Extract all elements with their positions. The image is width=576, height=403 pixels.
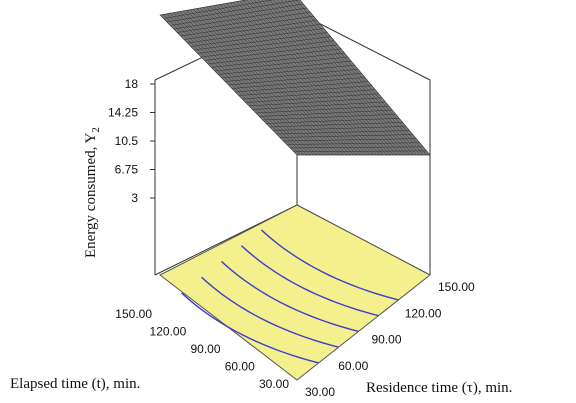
contour-line [181,292,319,364]
contour-line [240,245,379,317]
mesh-line [211,52,345,68]
mesh-line [236,1,374,156]
mesh-line [292,0,424,156]
mesh-line [207,48,341,65]
mesh-line [201,40,335,58]
z-tick-label: 18 [125,77,139,91]
mesh-line [190,28,324,47]
x-tick-label: 90.00 [372,333,402,347]
y-tick-label: 60.00 [225,360,255,374]
y-axis-label: Elapsed time (t), min. [10,376,140,392]
mesh-line [159,0,247,16]
x-axis-label: Residence time (τ), min. [366,380,512,396]
mesh-line [170,3,304,26]
z-axis-label: Energy consumed, Y2 [83,127,102,258]
mesh-line [257,0,394,156]
z-axis-ticks: 18 14.25 10.5 6.75 3 [108,77,155,205]
z-tick-label: 6.75 [115,163,139,177]
mesh-line [177,11,311,33]
surface-mesh [159,0,431,156]
mesh-line [253,0,391,156]
mesh-line [295,0,427,156]
mesh-line [284,0,417,156]
mesh-line [261,0,397,156]
mesh-line [250,0,387,156]
mesh-line [180,15,314,37]
mesh-line [239,0,377,156]
mesh-line [228,73,362,86]
contour-line [221,260,359,333]
mesh-line [194,32,328,51]
mesh-line [214,56,348,72]
contour-lines [181,229,399,364]
mesh-line [232,1,371,156]
mesh-line [265,0,401,156]
mesh-line [218,60,352,75]
mesh-line [197,36,331,54]
mesh-line [269,0,404,156]
z-tick-label: 14.25 [108,106,138,120]
mesh-line [225,69,359,82]
mesh-line [246,0,384,156]
mesh-line [288,0,421,156]
mesh-line [187,24,321,44]
y-tick-label: 90.00 [190,342,220,356]
x-tick-label: 150.00 [438,280,475,294]
y-tick-label: 150.00 [115,307,152,321]
z-axis-label-subscript: 2 [90,127,102,133]
y-tick-label: 30.00 [259,377,289,391]
mesh-line [183,20,318,40]
mesh-line [221,64,355,79]
mesh-line [166,0,300,23]
z-tick-label: 10.5 [115,134,139,148]
mesh-line [280,0,414,156]
mesh-line [204,44,338,61]
mesh-line [173,7,307,30]
y-tick-label: 120.00 [150,325,187,339]
x-tick-label: 30.00 [305,385,335,399]
mesh-line [242,0,381,156]
mesh-line [299,0,431,156]
x-tick-label: 120.00 [405,306,442,320]
contour-line [260,229,399,301]
z-tick-label: 3 [131,191,138,205]
mesh-line [229,2,368,156]
contour-line [201,276,339,348]
contour-floor [159,204,431,381]
z-axis-label-text: Energy consumed, Y [83,132,99,258]
x-tick-label: 60.00 [338,359,368,373]
mesh-line [273,0,407,156]
mesh-line [163,0,274,19]
mesh-line [276,0,411,156]
